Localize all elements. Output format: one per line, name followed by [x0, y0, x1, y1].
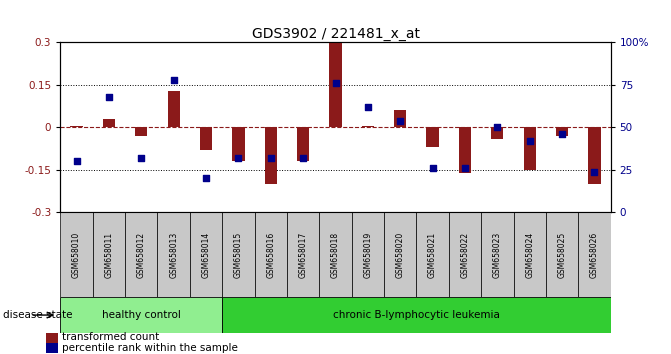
Point [330, 80, 341, 86]
Bar [578, 212, 611, 297]
Bar [449, 212, 481, 297]
Bar [319, 212, 352, 297]
Point [136, 155, 147, 161]
Bar [352, 212, 384, 297]
Text: healthy control: healthy control [102, 310, 180, 320]
Bar [384, 212, 417, 297]
Text: transformed count: transformed count [62, 332, 160, 342]
Point [233, 155, 244, 161]
Text: chronic B-lymphocytic leukemia: chronic B-lymphocytic leukemia [333, 310, 500, 320]
Point [266, 155, 276, 161]
Text: GSM658011: GSM658011 [105, 232, 113, 278]
Point [71, 159, 82, 164]
Bar [264, 127, 277, 184]
Bar [135, 127, 148, 136]
Bar [556, 127, 568, 136]
Bar [46, 343, 58, 353]
Bar [103, 119, 115, 127]
Bar [297, 127, 309, 161]
Bar [459, 127, 471, 173]
Bar [329, 42, 342, 127]
Text: GSM658026: GSM658026 [590, 232, 599, 278]
Bar [546, 212, 578, 297]
Bar [362, 126, 374, 127]
Text: GSM658020: GSM658020 [396, 232, 405, 278]
Text: GSM658022: GSM658022 [460, 232, 470, 278]
Bar [190, 212, 222, 297]
Text: GSM658013: GSM658013 [169, 232, 178, 278]
Point [557, 131, 568, 137]
Bar [168, 91, 180, 127]
Point [362, 104, 373, 110]
Bar [125, 212, 158, 297]
Bar [513, 212, 546, 297]
Title: GDS3902 / 221481_x_at: GDS3902 / 221481_x_at [252, 28, 419, 41]
Point [589, 169, 600, 175]
Point [168, 77, 179, 83]
Text: disease state: disease state [3, 310, 73, 320]
Text: GSM658023: GSM658023 [493, 232, 502, 278]
Bar [222, 297, 611, 333]
Text: GSM658010: GSM658010 [72, 232, 81, 278]
Bar [200, 127, 212, 150]
Text: percentile rank within the sample: percentile rank within the sample [62, 343, 238, 353]
Point [492, 125, 503, 130]
Point [427, 165, 438, 171]
Bar [46, 333, 58, 343]
Point [524, 138, 535, 144]
Point [460, 165, 470, 171]
Text: GSM658024: GSM658024 [525, 232, 534, 278]
Bar [232, 127, 244, 161]
Bar [427, 127, 439, 147]
Text: GSM658018: GSM658018 [331, 232, 340, 278]
Bar [60, 212, 93, 297]
Point [201, 176, 211, 181]
Point [298, 155, 309, 161]
Text: GSM658017: GSM658017 [299, 232, 307, 278]
Text: GSM658016: GSM658016 [266, 232, 275, 278]
Bar [93, 212, 125, 297]
Text: GSM658025: GSM658025 [558, 232, 566, 278]
Text: GSM658014: GSM658014 [201, 232, 211, 278]
Bar [491, 127, 503, 139]
Bar [481, 212, 513, 297]
Bar [254, 212, 287, 297]
Bar [394, 110, 407, 127]
Bar [287, 212, 319, 297]
Bar [158, 212, 190, 297]
Text: GSM658015: GSM658015 [234, 232, 243, 278]
Text: GSM658021: GSM658021 [428, 232, 437, 278]
Bar [70, 126, 83, 127]
Text: GSM658012: GSM658012 [137, 232, 146, 278]
Text: GSM658019: GSM658019 [364, 232, 372, 278]
Bar [60, 297, 222, 333]
Bar [588, 127, 601, 184]
Bar [222, 212, 254, 297]
Bar [417, 212, 449, 297]
Point [103, 94, 114, 100]
Point [395, 118, 405, 124]
Bar [523, 127, 536, 170]
